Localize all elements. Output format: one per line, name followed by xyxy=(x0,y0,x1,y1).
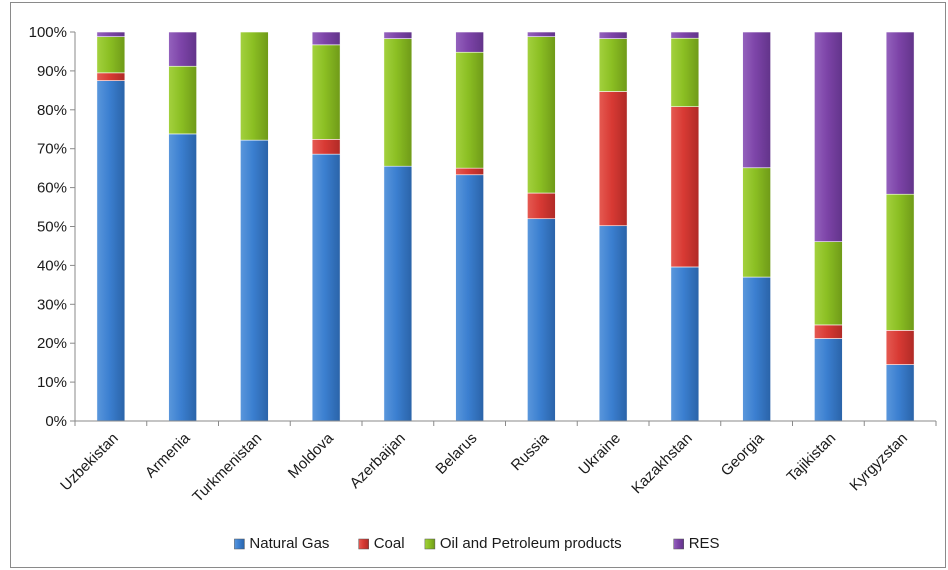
bar-segment-res xyxy=(311,31,341,46)
legend-swatch xyxy=(358,538,369,550)
bar-segment-oil-and-petroleum-products xyxy=(527,36,556,194)
y-tick-label: 0% xyxy=(45,413,67,430)
x-tick-label: Kyrgyzstan xyxy=(846,430,910,494)
bar-segment-oil-and-petroleum-products xyxy=(455,51,484,169)
bar-segment-natural-gas xyxy=(670,266,700,422)
bar-segment-res xyxy=(527,31,556,37)
y-tick-label: 50% xyxy=(37,219,67,236)
bar-segment-oil-and-petroleum-products xyxy=(814,241,843,326)
bar-segment-natural-gas xyxy=(383,165,413,422)
bar-segment-res xyxy=(168,31,197,67)
bar-segment-coal xyxy=(96,72,126,81)
y-tick-label: 10% xyxy=(37,374,67,391)
bar-segment-oil-and-petroleum-products xyxy=(383,38,413,167)
bar-segment-natural-gas xyxy=(598,225,628,422)
bar-segment-natural-gas xyxy=(455,174,484,422)
legend-label: Oil and Petroleum products xyxy=(440,535,622,552)
bar-segment-oil-and-petroleum-products xyxy=(598,38,628,92)
bar-segment-natural-gas xyxy=(885,364,915,422)
bar-segment-coal xyxy=(311,139,341,155)
x-tick-label: Turkmenistan xyxy=(189,430,265,506)
bar-segment-oil-and-petroleum-products xyxy=(742,167,771,278)
bar-segment-oil-and-petroleum-products xyxy=(168,65,197,135)
bar-segment-oil-and-petroleum-products xyxy=(311,44,341,140)
x-tick-label: Armenia xyxy=(142,429,194,481)
y-tick-label: 90% xyxy=(37,63,67,80)
bar-segment-res xyxy=(885,31,915,195)
x-tick-label: Tajikistan xyxy=(784,430,840,486)
legend-label: Natural Gas xyxy=(249,535,329,552)
y-tick-label: 20% xyxy=(37,335,67,352)
y-axis: 0% 10% 20% 30% 40% 50% 60% 70% 80% 90% 100% xyxy=(29,24,76,430)
bar-segment-coal xyxy=(670,106,700,268)
bar-segment-res xyxy=(814,31,843,242)
bar-segment-oil-and-petroleum-products xyxy=(96,36,126,74)
legend-label: Coal xyxy=(374,535,405,552)
bar-segment-natural-gas xyxy=(96,80,126,422)
bar-segment-coal xyxy=(527,192,556,220)
y-tick-label: 80% xyxy=(37,102,67,119)
bar-segment-res xyxy=(670,31,700,39)
bar-segment-coal xyxy=(885,330,915,365)
y-tick-label: 40% xyxy=(37,257,67,274)
x-tick-label: Belarus xyxy=(432,430,480,478)
x-tick-label: Kazakhstan xyxy=(628,430,695,497)
bar-segment-natural-gas xyxy=(527,218,556,422)
x-tick-label: Ukraine xyxy=(575,430,624,479)
bar-segment-natural-gas xyxy=(240,139,269,422)
bars-group xyxy=(96,31,915,422)
bar-segment-natural-gas xyxy=(311,153,341,422)
bar-segment-natural-gas xyxy=(168,133,197,422)
bar-segment-natural-gas xyxy=(814,338,843,422)
bar-segment-res xyxy=(96,31,126,37)
bar-segment-oil-and-petroleum-products xyxy=(240,31,269,141)
bar-segment-coal xyxy=(598,91,628,227)
legend-swatch xyxy=(673,538,684,550)
bar-segment-oil-and-petroleum-products xyxy=(885,193,915,331)
y-tick-label: 30% xyxy=(37,296,67,313)
x-tick-label: Georgia xyxy=(718,429,768,479)
x-tick-label: Moldova xyxy=(285,429,338,482)
bar-segment-coal xyxy=(814,324,843,339)
bar-segment-res xyxy=(455,31,484,53)
y-tick-label: 60% xyxy=(37,180,67,197)
legend-label: RES xyxy=(689,535,720,552)
x-tick-label: Russia xyxy=(508,429,553,474)
bar-segment-natural-gas xyxy=(742,276,771,422)
x-tick-label: Uzbekistan xyxy=(57,430,121,494)
legend: Natural Gas Coal Oil and Petroleum product… xyxy=(234,535,720,552)
bar-segment-oil-and-petroleum-products xyxy=(670,37,700,107)
y-tick-label: 70% xyxy=(37,141,67,158)
y-tick-label: 100% xyxy=(29,24,67,41)
x-tick-label: Azerbaijan xyxy=(347,430,409,492)
bar-segment-res xyxy=(742,31,771,169)
bar-segment-coal xyxy=(455,167,484,176)
bar-segment-res xyxy=(598,31,628,39)
legend-swatch xyxy=(234,538,245,550)
bar-segment-res xyxy=(383,31,413,39)
legend-swatch xyxy=(424,538,436,550)
